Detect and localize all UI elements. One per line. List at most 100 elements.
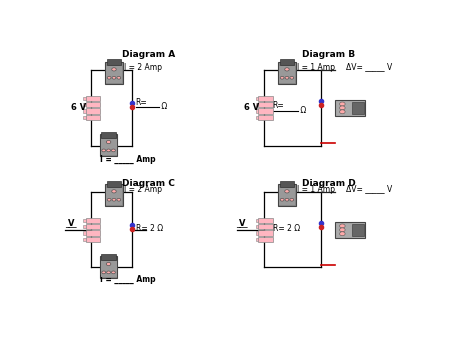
Bar [259,231,273,236]
Circle shape [107,198,111,201]
Circle shape [339,102,345,106]
Circle shape [107,76,111,79]
Text: I = 2 Amp: I = 2 Amp [124,63,162,72]
Bar [259,102,273,108]
Circle shape [102,149,106,152]
Text: ___: ___ [237,219,248,228]
Text: 6 V: 6 V [244,103,259,113]
Text: Diagram D: Diagram D [301,179,355,188]
Text: Ω: Ω [298,106,306,115]
Bar [280,181,294,187]
Bar [256,116,259,119]
Circle shape [290,76,294,79]
Bar [83,103,86,106]
Circle shape [285,76,289,79]
Text: R=: R= [136,98,147,107]
Bar [259,109,273,114]
Bar [256,219,259,222]
Circle shape [112,271,115,274]
Bar [352,102,365,114]
Bar [279,184,296,206]
Circle shape [117,198,121,201]
Bar [259,115,273,120]
Circle shape [285,68,289,71]
Bar [100,261,117,277]
Bar [100,134,117,156]
Text: I = 1 Amp: I = 1 Amp [297,63,335,72]
Circle shape [285,198,289,201]
Bar [100,256,117,278]
Text: I = _____ Amp: I = _____ Amp [100,275,155,284]
Bar [86,237,100,242]
Bar [352,224,365,236]
Circle shape [339,228,345,232]
Text: R= 2 Ω: R= 2 Ω [136,224,163,233]
Text: Diagram A: Diagram A [121,50,175,59]
Bar [256,110,259,113]
Text: I = 1 Amp: I = 1 Amp [297,185,335,194]
Circle shape [339,106,345,110]
Text: Diagram B: Diagram B [302,50,355,59]
Text: R= 2 Ω: R= 2 Ω [272,224,299,233]
Text: V: V [68,219,74,228]
Circle shape [285,190,289,193]
Bar [101,132,116,138]
Text: Ω: Ω [159,102,167,111]
Circle shape [106,149,111,152]
Bar [259,218,273,223]
Circle shape [339,232,345,236]
Text: 6 V: 6 V [71,103,86,113]
Circle shape [112,149,115,152]
Bar [107,181,121,187]
Text: Diagram C: Diagram C [122,179,175,188]
Bar [335,100,365,116]
Bar [86,224,100,229]
Bar [259,96,273,101]
Bar [101,254,116,260]
Circle shape [280,76,284,79]
Bar [86,115,100,120]
Bar [279,62,296,84]
Circle shape [112,76,116,79]
Bar [259,237,273,242]
Bar [86,231,100,236]
Bar [83,238,86,241]
Text: ΔV= _____ V: ΔV= _____ V [346,184,392,193]
Circle shape [339,224,345,228]
Bar [86,218,100,223]
Bar [335,222,365,238]
Bar [86,96,100,101]
Circle shape [112,68,116,71]
Bar [279,66,295,83]
Circle shape [290,198,294,201]
Text: V: V [239,219,246,228]
Bar [83,116,86,119]
Bar [107,59,121,65]
Circle shape [106,141,111,144]
Bar [280,59,294,65]
Text: I = 2 Amp: I = 2 Amp [124,185,162,194]
Bar [106,62,123,84]
Circle shape [280,198,284,201]
Bar [86,102,100,108]
Bar [279,188,295,205]
Text: I = _____ Amp: I = _____ Amp [100,155,155,164]
Bar [106,184,123,206]
Text: ΔV= _____ V: ΔV= _____ V [346,62,392,71]
Bar [256,97,259,100]
Circle shape [106,271,111,274]
Bar [83,219,86,222]
Circle shape [112,198,116,201]
Circle shape [339,110,345,114]
Bar [83,97,86,100]
Bar [256,238,259,241]
Circle shape [106,263,111,266]
Bar [256,103,259,106]
Bar [83,225,86,228]
Bar [86,109,100,114]
Text: ___: ___ [65,219,76,228]
Circle shape [102,271,106,274]
Text: R=: R= [272,101,284,110]
Bar [256,232,259,235]
Bar [106,188,122,205]
